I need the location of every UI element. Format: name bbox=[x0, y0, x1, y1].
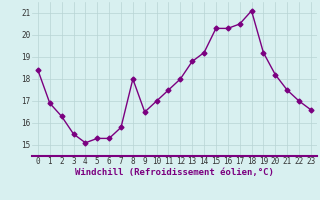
X-axis label: Windchill (Refroidissement éolien,°C): Windchill (Refroidissement éolien,°C) bbox=[75, 168, 274, 177]
